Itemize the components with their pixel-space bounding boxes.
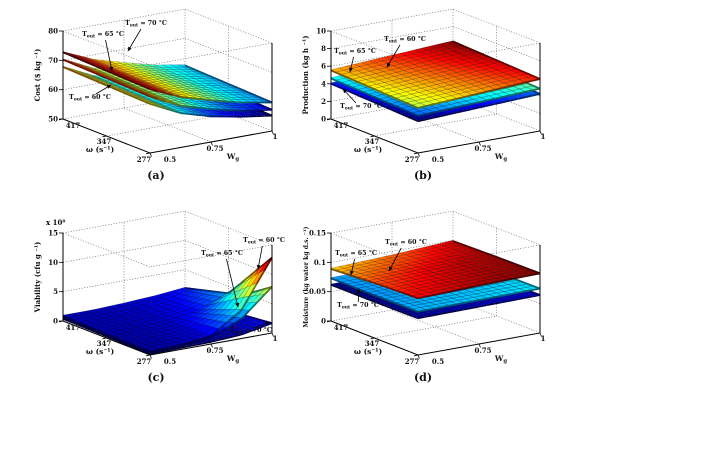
annotation-b-2: Tout = 65 °C [334,48,376,57]
z-tick-b: 2 [321,97,326,106]
x-axis-label-c: Wg [226,354,239,365]
x-tick-b: 0.75 [474,144,491,153]
z-tick-c: 15 [48,229,58,238]
y-tick-c: 417 [66,323,81,332]
caption-c: (c) [147,371,165,384]
y-tick-d: 277 [405,357,420,366]
z-tick-b: 4 [321,79,326,88]
annotation-d-3: Tout = 70 °C [337,302,379,311]
z-axis-label-c: Viability (cfu g ⁻¹) [33,242,42,314]
x-tick-c: 0.75 [206,346,223,355]
z-tick-a: 50 [48,115,58,124]
x-tick-d: 0.75 [474,346,491,355]
z-axis-label-a: Cost ($ kg ⁻¹) [33,49,42,102]
y-tick-c: 277 [137,357,152,366]
annotation-c-3: Tout = 70 °C [230,327,272,336]
annotation-d-1: Tout = 60 °C [385,239,427,248]
y-axis-label-c: ω (s⁻¹) [86,347,114,356]
y-tick-b: 417 [334,121,349,130]
z-axis-label-b: Production (kg h ⁻¹) [301,35,310,114]
y-tick-b: 277 [405,155,420,164]
z-tick-c: 5 [53,287,58,296]
x-tick-b: 1 [541,132,546,141]
y-tick-a: 347 [97,137,112,146]
annotation-b-3: Tout = 70 °C [340,103,382,112]
z-exponent-c: x 10⁸ [46,218,65,227]
y-tick-d: 347 [365,339,380,348]
subplot-a: 50 60 70 80 417 347 277 0.5 0.75 1 ω (s⁻¹) Wg Cost (… [33,8,278,164]
z-tick-d: 0 [321,317,326,326]
x-tick-a: 0.5 [164,155,176,164]
x-tick-a: 0.75 [206,144,223,153]
y-tick-b: 347 [365,137,380,146]
x-tick-d: 0.5 [432,357,444,366]
z-tick-a: 70 [48,56,58,65]
z-tick-b: 10 [316,27,326,36]
z-tick-b: 6 [321,62,326,71]
y-axis-label-a: ω (s⁻¹) [86,145,114,154]
y-tick-c: 347 [97,339,112,348]
x-tick-a: 1 [273,132,278,141]
caption-d: (d) [413,371,433,384]
z-tick-d: 0.1 [314,258,326,267]
z-tick-b: 0 [321,115,326,124]
annotation-a-1: Tout = 65 °C [82,31,124,40]
annotation-b-1: Tout = 60 °C [384,36,426,45]
subplot-c: 0 5 10 15 417 347 277 0.5 0.75 1 ω (s⁻¹) Wg Viabilit… [33,210,285,366]
x-axis-label-a: Wg [226,152,239,163]
subplot-b: 0 2 4 6 8 10 417 347 277 0.5 0.75 1 ω (s⁻¹) Wg Product… [301,8,546,164]
z-tick-d: 0.05 [309,287,326,296]
surface-b-3 [330,40,541,109]
z-tick-c: 0 [53,317,58,326]
y-axis-label-b: ω (s⁻¹) [354,145,382,154]
z-tick-b: 8 [321,44,326,53]
y-tick-d: 417 [334,323,349,332]
z-tick-c: 10 [48,258,58,267]
annotation-d-2: Tout = 65 °C [335,250,377,259]
x-tick-c: 0.5 [164,357,176,366]
surface-a-3 [62,51,273,104]
caption-a: (a) [147,169,165,182]
x-tick-b: 0.5 [432,155,444,164]
annotation-c-2: Tout = 65 °C [201,250,243,259]
z-tick-d: 0.15 [309,229,326,238]
z-tick-a: 80 [48,27,58,36]
x-axis-label-b: Wg [494,152,507,163]
annotation-c-1: Tout = 60 °C [243,237,285,246]
y-tick-a: 277 [137,155,152,164]
tick-marks-b [326,30,542,157]
tick-marks-c [58,232,274,359]
x-tick-c: 1 [273,334,278,343]
x-tick-d: 1 [541,334,546,343]
subplot-d: 0 0.05 0.1 0.15 417 347 277 0.5 0.75 1 ω (s⁻¹) Wg Mo… [303,210,546,366]
surface-d-3 [330,240,541,300]
annotation-a-3: Tout = 60 °C [69,94,111,103]
y-axis-label-d: ω (s⁻¹) [354,347,382,356]
y-tick-a: 417 [66,121,81,130]
surface-c-3 [62,256,273,353]
tick-marks-d [326,232,542,359]
z-axis-label-d: Moisture (kg water kg d.s. ⁻¹) [303,226,310,327]
annotation-a-2: Tout = 70 °C [125,20,167,29]
tick-marks-a [58,30,274,157]
caption-b: (b) [413,169,433,182]
x-axis-label-d: Wg [494,354,507,365]
z-tick-a: 60 [48,85,58,94]
